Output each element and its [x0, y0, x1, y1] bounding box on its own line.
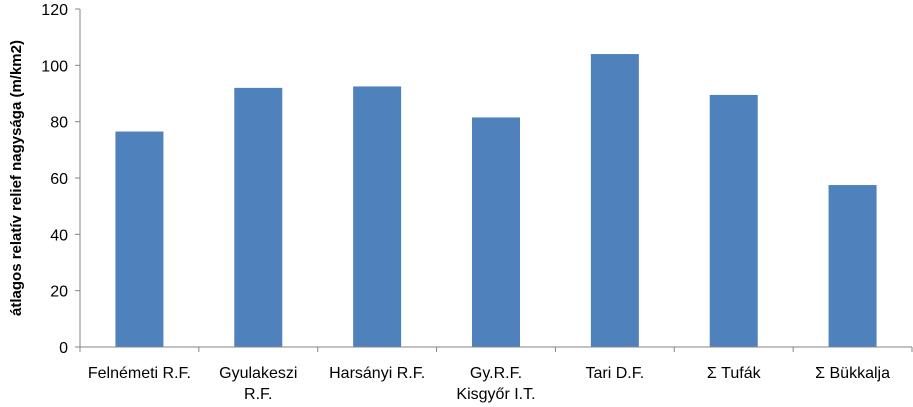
x-tick-label: Σ Bükkalja — [815, 365, 890, 382]
bar — [590, 54, 639, 348]
bars — [115, 54, 877, 348]
bar — [709, 94, 758, 348]
x-tick-label: Kisgyőr I.T. — [456, 386, 535, 403]
bar — [828, 185, 877, 347]
y-tick-label: 0 — [59, 340, 68, 357]
y-axis-ticks: 0 20 40 60 80 100 120 — [41, 2, 80, 357]
x-tick-label: Felnémeti R.F. — [88, 365, 191, 382]
x-tick-label: Harsányi R.F. — [329, 365, 425, 382]
y-tick-label: 60 — [50, 171, 68, 188]
bar — [234, 87, 283, 347]
x-axis-labels: Felnémeti R.F. Gyulakeszi R.F. Harsányi R.F… — [88, 365, 890, 403]
y-tick-label: 20 — [50, 284, 68, 301]
y-tick-label: 40 — [50, 227, 68, 244]
y-tick-label: 100 — [41, 58, 68, 75]
x-tick-label: Gy.R.F. — [470, 365, 522, 382]
bar — [115, 131, 164, 347]
y-tick-label: 80 — [50, 115, 68, 132]
axes — [79, 9, 913, 352]
x-tick-label: Tari D.F. — [586, 365, 645, 382]
bar — [353, 86, 402, 347]
x-tick-label: R.F. — [244, 386, 272, 403]
x-tick-label: Σ Tufák — [707, 365, 762, 382]
x-tick-label: Gyulakeszi — [219, 365, 297, 382]
bar — [472, 117, 520, 347]
y-axis-label: átlagos relatív relief nagysága (m/km2) — [8, 40, 25, 316]
y-tick-label: 120 — [41, 2, 68, 19]
